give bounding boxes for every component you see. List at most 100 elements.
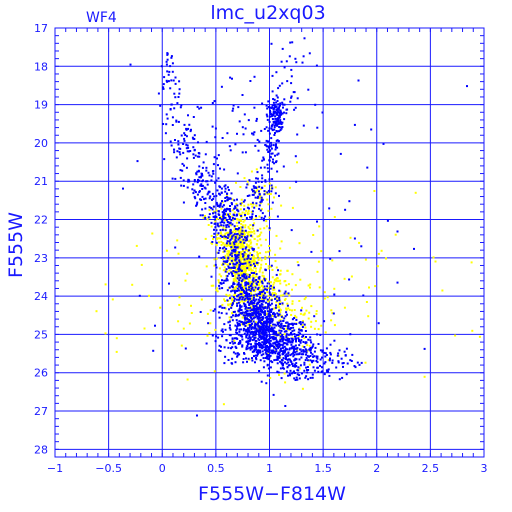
data-point xyxy=(266,357,269,360)
data-point xyxy=(261,341,264,344)
data-point xyxy=(253,350,256,353)
data-point xyxy=(245,335,248,337)
data-point xyxy=(376,265,379,268)
data-point xyxy=(279,332,282,335)
x-tick-label: 3 xyxy=(481,462,488,475)
data-point xyxy=(273,294,276,297)
data-point xyxy=(251,281,253,283)
data-point xyxy=(229,197,232,200)
data-point xyxy=(279,318,282,321)
data-point xyxy=(196,414,198,417)
data-point xyxy=(228,269,231,272)
data-point xyxy=(239,312,242,315)
data-point xyxy=(272,393,275,396)
data-point xyxy=(182,143,185,145)
data-point xyxy=(220,85,223,88)
data-point xyxy=(277,314,280,317)
data-point xyxy=(129,63,132,66)
data-point xyxy=(223,306,226,309)
data-point xyxy=(283,342,286,345)
data-point xyxy=(261,311,264,314)
data-point xyxy=(236,304,239,307)
data-point xyxy=(283,280,286,283)
data-point xyxy=(265,355,268,358)
data-point xyxy=(221,228,224,231)
data-point xyxy=(245,287,247,290)
data-point xyxy=(281,334,284,337)
data-point xyxy=(204,215,206,217)
data-point xyxy=(370,128,373,131)
data-point xyxy=(295,340,297,343)
data-point xyxy=(275,304,277,307)
data-point xyxy=(259,238,262,241)
data-point xyxy=(270,42,273,45)
data-point xyxy=(271,118,274,120)
data-point xyxy=(269,328,272,331)
data-point xyxy=(187,127,190,130)
data-point xyxy=(253,312,255,314)
data-point xyxy=(265,329,268,332)
data-point xyxy=(331,359,334,362)
data-point xyxy=(115,337,118,340)
data-point xyxy=(251,289,254,292)
data-point xyxy=(263,331,266,334)
data-point xyxy=(243,230,245,233)
data-point xyxy=(265,338,268,341)
data-point xyxy=(201,180,204,183)
data-point xyxy=(293,370,295,373)
data-point xyxy=(244,284,247,286)
data-point xyxy=(248,269,251,272)
data-point xyxy=(276,215,279,218)
data-point xyxy=(222,282,225,284)
data-point xyxy=(305,351,308,354)
data-point xyxy=(324,355,327,358)
data-point xyxy=(238,120,241,123)
data-point xyxy=(266,193,269,195)
data-point xyxy=(261,350,264,353)
data-point xyxy=(271,308,274,311)
data-point xyxy=(221,236,224,238)
data-point xyxy=(243,204,246,207)
data-point xyxy=(245,231,248,234)
data-point xyxy=(227,359,230,361)
data-point xyxy=(220,187,223,190)
data-point xyxy=(217,279,220,282)
data-point xyxy=(287,307,290,310)
data-point xyxy=(179,106,182,109)
data-point xyxy=(242,200,245,203)
data-point xyxy=(236,283,239,286)
data-point xyxy=(270,147,273,150)
data-point xyxy=(115,350,118,353)
data-point xyxy=(276,341,279,343)
data-point xyxy=(267,305,270,307)
data-point xyxy=(263,324,265,327)
data-point xyxy=(253,266,256,269)
data-point xyxy=(198,176,201,179)
data-point xyxy=(174,139,176,141)
data-point xyxy=(251,312,254,315)
data-point xyxy=(246,259,249,262)
data-point xyxy=(239,245,242,248)
data-point xyxy=(254,307,257,310)
data-point xyxy=(253,278,256,281)
data-point xyxy=(164,132,167,135)
data-point xyxy=(201,208,204,211)
data-point xyxy=(227,295,230,297)
data-point xyxy=(182,327,185,330)
data-point xyxy=(297,335,300,338)
data-point xyxy=(282,106,284,109)
data-point xyxy=(237,281,240,284)
data-point xyxy=(268,132,271,135)
data-point xyxy=(241,240,244,243)
data-point xyxy=(276,139,279,142)
data-point xyxy=(276,362,279,365)
data-point xyxy=(232,283,235,286)
data-point xyxy=(218,218,221,221)
data-point xyxy=(305,336,307,338)
data-point xyxy=(261,271,264,274)
data-point xyxy=(258,336,261,339)
data-point xyxy=(295,316,298,319)
data-point xyxy=(226,199,229,201)
data-point xyxy=(275,94,278,97)
data-point xyxy=(238,273,241,276)
